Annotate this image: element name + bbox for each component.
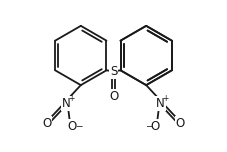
Text: N: N [62,97,71,110]
Text: O: O [68,120,77,133]
Text: O: O [42,117,51,130]
Text: N: N [156,97,165,110]
Text: +: + [68,94,74,103]
Text: −: − [145,122,152,131]
Text: S: S [110,65,117,78]
Text: O: O [176,117,185,130]
Text: O: O [150,120,159,133]
Text: −: − [75,122,82,131]
Text: +: + [162,94,169,103]
Text: O: O [109,90,118,103]
